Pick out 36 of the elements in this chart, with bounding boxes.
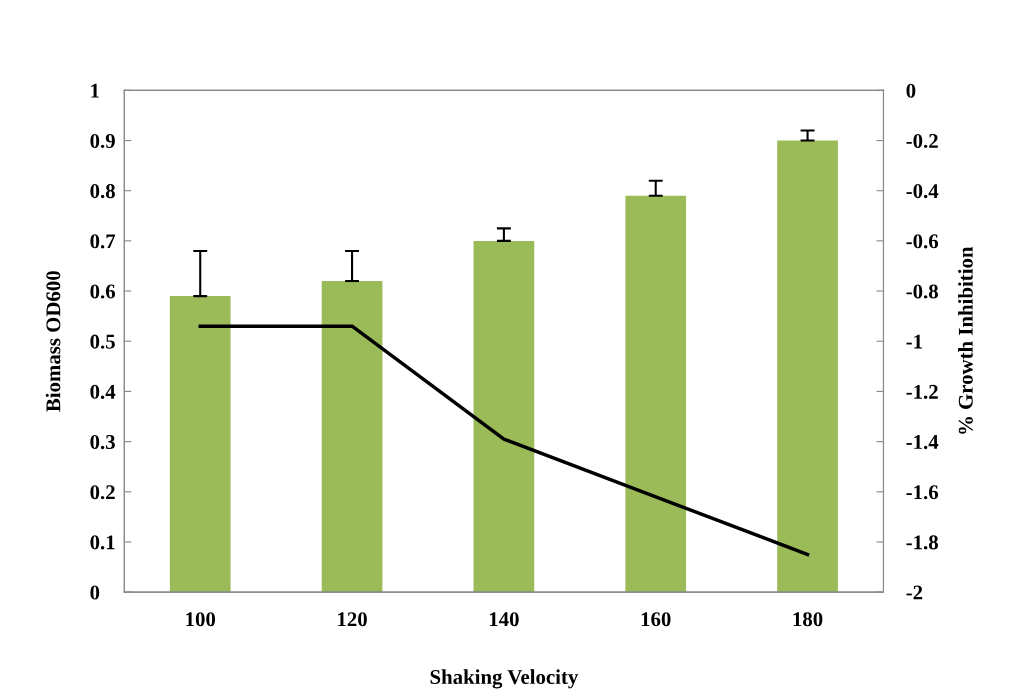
bar [473, 240, 535, 593]
y-tick-label: 0.5 [90, 334, 115, 349]
bar [625, 195, 687, 593]
y-tick-label: 0.3 [90, 434, 115, 450]
y2-tick-label: -1.4 [906, 435, 939, 450]
y2-axis-title: % Growth Inhibition [958, 246, 973, 434]
bar [777, 140, 838, 593]
y-tick-label: 0.1 [90, 535, 115, 550]
y-tick-label: 0.7 [90, 234, 116, 249]
y2-tick-label: -2 [906, 585, 923, 600]
line-series [198, 324, 810, 557]
x-tick-label: 100 [186, 612, 216, 627]
y2-tick-label: -0.2 [906, 133, 938, 149]
x-tick-label: 140 [489, 612, 519, 627]
y-tick-label: 0.4 [90, 384, 116, 399]
y2-tick-label: -1.2 [906, 384, 938, 399]
x-tick-label: 180 [793, 612, 823, 627]
bar [321, 281, 383, 593]
y2-tick-label: -1 [906, 334, 922, 349]
y-axis-title: Biomass OD600 [45, 271, 61, 412]
y2-tick-label: -0.4 [906, 184, 939, 199]
bar [169, 296, 231, 593]
y-tick-label: 0.8 [90, 184, 115, 199]
y-tick-label: 0 [90, 585, 100, 600]
y2-tick-label: -1.6 [906, 485, 939, 500]
x-tick-label: 120 [338, 612, 367, 627]
y2-tick-label: -0.8 [906, 284, 938, 299]
y-tick-label: 0.9 [90, 133, 115, 149]
y2-tick-label: 0 [906, 83, 916, 98]
y2-tick-label: -1.8 [906, 535, 938, 550]
y-tick-label: 0.6 [90, 284, 116, 299]
y-tick-label: 0.2 [90, 485, 115, 500]
x-axis-title: Shaking Velocity [430, 669, 579, 689]
x-tick-label: 160 [641, 612, 671, 627]
y-tick-label: 1 [91, 83, 99, 98]
y2-tick-label: -0.6 [906, 234, 939, 249]
